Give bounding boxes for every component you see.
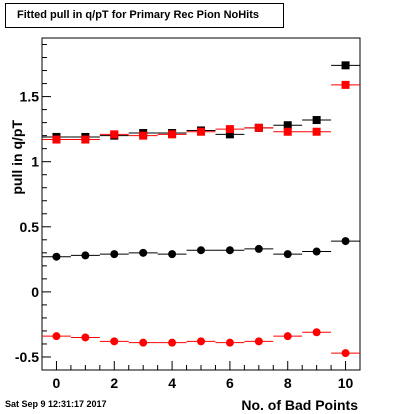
data-point-circle bbox=[139, 248, 148, 257]
x-axis-title: No. of Bad Points bbox=[241, 397, 358, 413]
data-point-circle bbox=[283, 250, 292, 259]
y-tick-label: -0.5 bbox=[15, 349, 39, 365]
x-tick-label: 6 bbox=[226, 375, 234, 391]
data-point-square bbox=[341, 61, 350, 70]
data-point-square bbox=[283, 121, 292, 130]
data-point-circle bbox=[168, 250, 177, 259]
footer-timestamp: Sat Sep 9 12:31:17 2017 bbox=[5, 399, 107, 409]
data-point-circle bbox=[197, 246, 205, 255]
x-tick-label: 10 bbox=[338, 375, 354, 391]
chart-title: Fitted pull in q/pT for Primary Rec Pion… bbox=[5, 3, 284, 28]
data-point-square bbox=[341, 80, 350, 89]
data-point-circle bbox=[197, 337, 205, 346]
data-point-circle bbox=[341, 237, 350, 246]
data-point-square bbox=[81, 135, 90, 144]
data-point-circle bbox=[52, 332, 61, 341]
y-tick-label: 1.5 bbox=[20, 89, 40, 105]
data-point-circle bbox=[254, 337, 263, 346]
data-point-circle bbox=[110, 337, 119, 346]
data-point-square bbox=[168, 130, 177, 139]
x-tick-label: 4 bbox=[168, 375, 176, 391]
data-point-circle bbox=[341, 349, 350, 358]
data-point-circle bbox=[312, 328, 321, 337]
x-tick-label: 0 bbox=[53, 375, 61, 391]
data-point-circle bbox=[110, 250, 119, 259]
data-point-square bbox=[312, 116, 321, 125]
data-point-square bbox=[110, 130, 119, 139]
data-point-circle bbox=[168, 338, 177, 347]
y-axis-title: pull in q/pT bbox=[9, 120, 25, 195]
y-tick-label: 1 bbox=[31, 154, 39, 170]
data-point-circle bbox=[225, 338, 234, 347]
data-point-square bbox=[254, 123, 263, 132]
data-point-square bbox=[283, 127, 292, 136]
data-point-circle bbox=[139, 338, 148, 347]
y-tick-label: 0 bbox=[31, 284, 39, 300]
data-point-square bbox=[197, 127, 205, 136]
y-tick-label: 0.5 bbox=[20, 219, 40, 235]
x-tick-label: 2 bbox=[110, 375, 118, 391]
axes-layer: 0 2 4 6 8 10 -0.5 0 0.5 1 1.5 bbox=[15, 44, 361, 391]
x-tick-label: 8 bbox=[284, 375, 292, 391]
data-point-circle bbox=[225, 246, 234, 255]
data-point-circle bbox=[81, 251, 90, 260]
data-point-square bbox=[139, 131, 148, 140]
data-point-square bbox=[225, 130, 234, 139]
plot-frame bbox=[41, 37, 361, 371]
data-point-circle bbox=[52, 252, 61, 261]
data-point-circle bbox=[283, 332, 292, 341]
data-point-circle bbox=[312, 247, 321, 256]
data-point-circle bbox=[254, 244, 263, 253]
data-markers bbox=[52, 61, 350, 358]
data-point-square bbox=[312, 127, 321, 136]
data-point-circle bbox=[81, 333, 90, 342]
data-point-square bbox=[52, 135, 61, 144]
data-point-square bbox=[225, 125, 234, 134]
